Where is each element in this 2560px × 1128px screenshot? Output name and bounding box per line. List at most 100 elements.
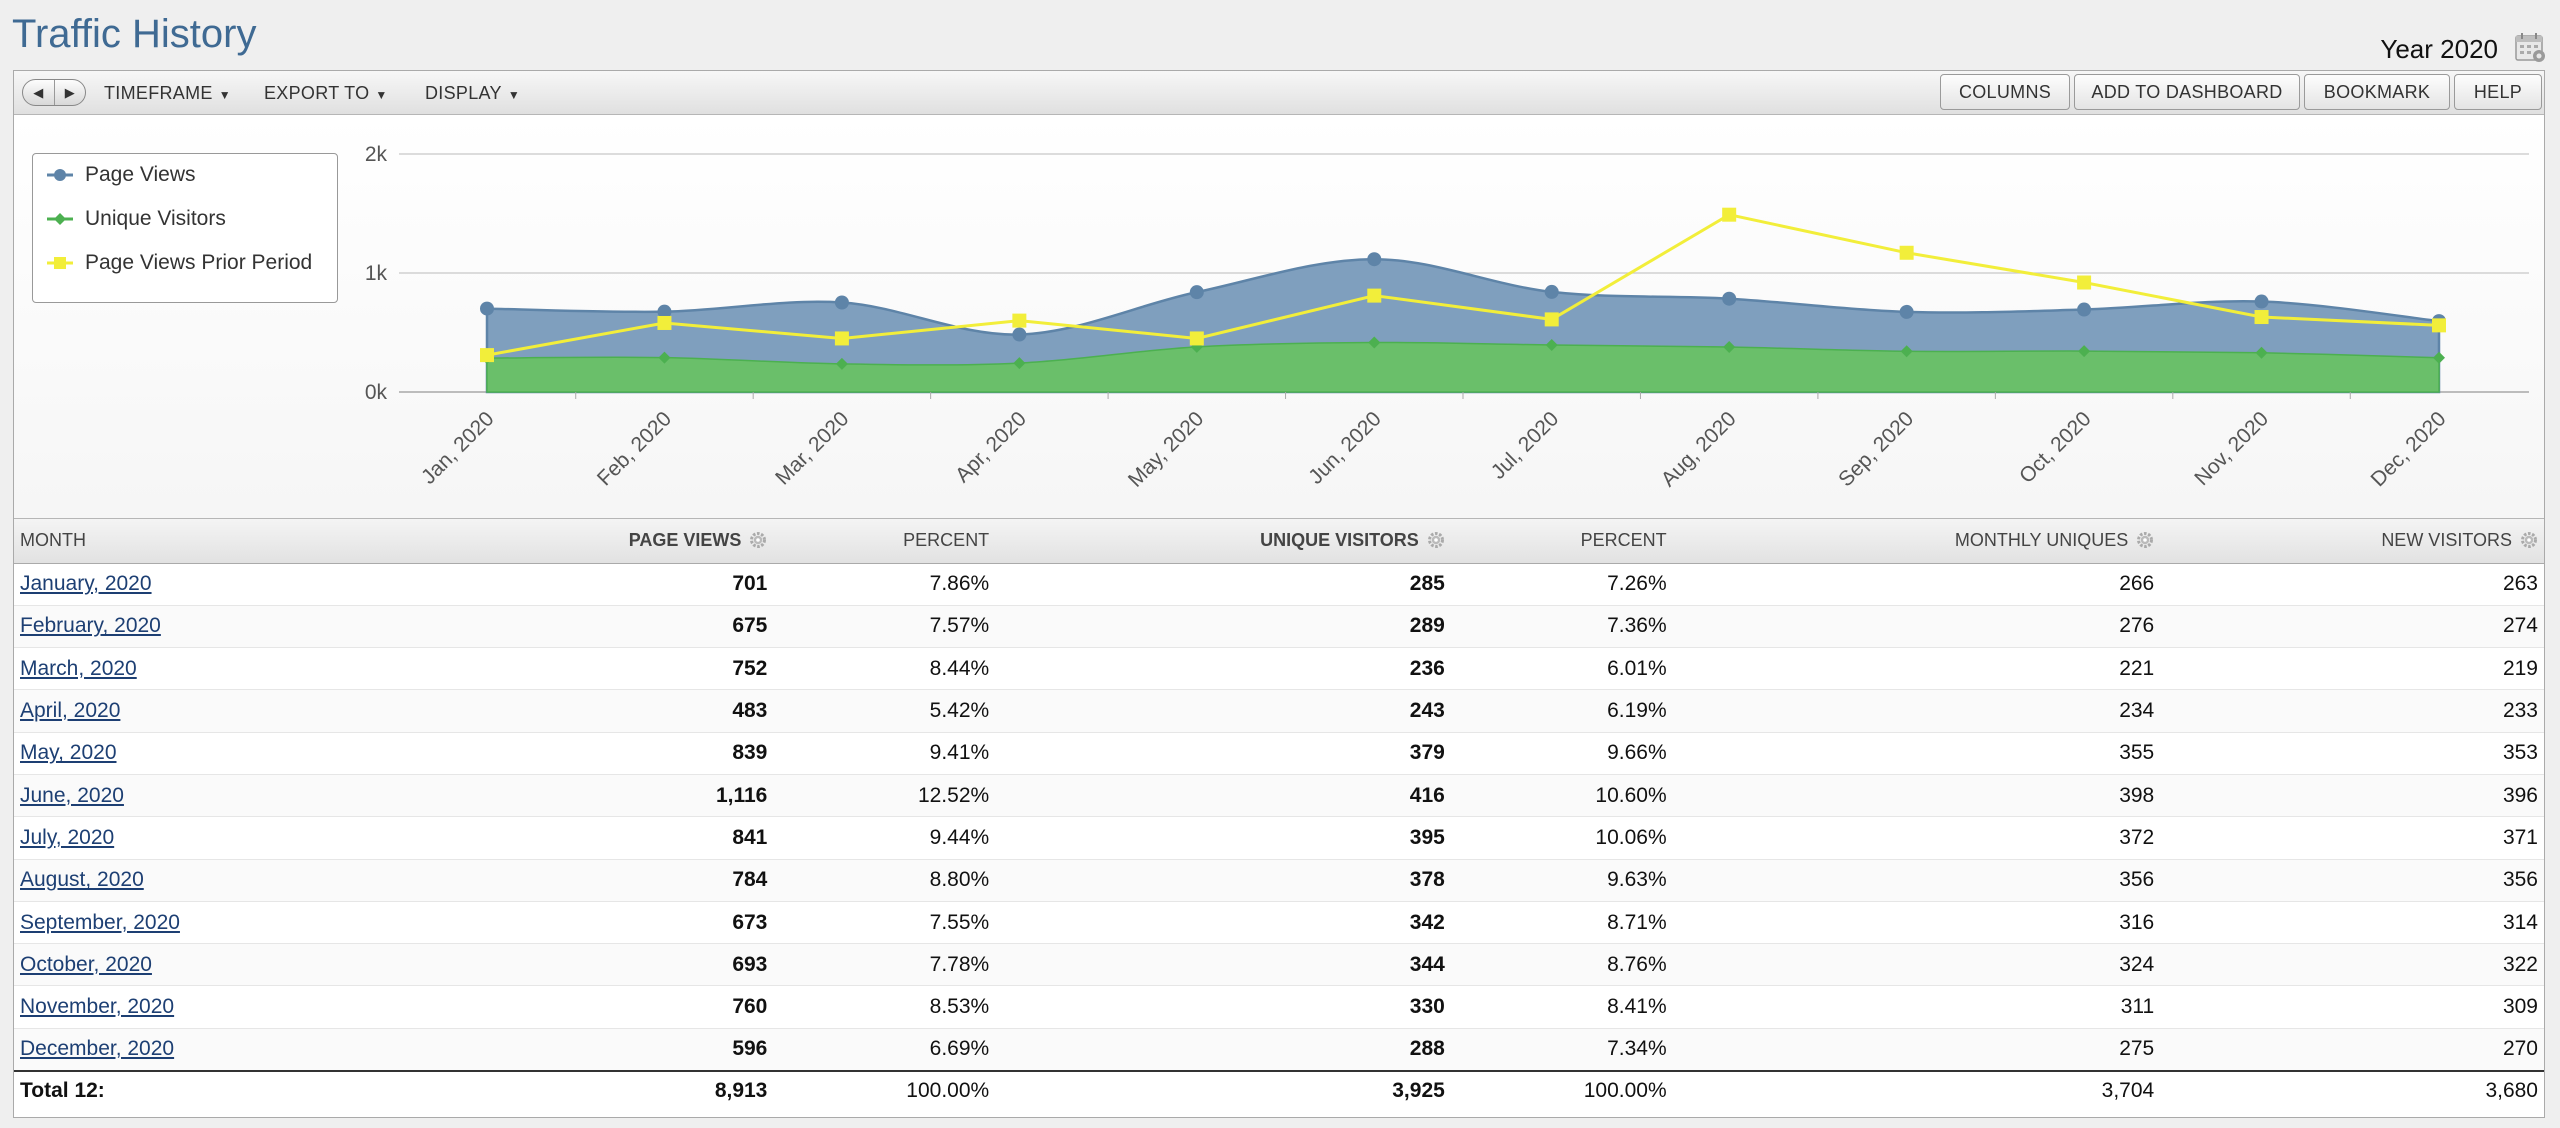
unique-visitors-point	[1900, 345, 1913, 358]
unique-visitors-area	[486, 341, 2440, 393]
columns-button[interactable]: COLUMNS	[1940, 74, 2070, 110]
page-title: Traffic History	[12, 12, 257, 56]
table-cell: 234	[1672, 689, 2161, 733]
table-cell: 371	[2160, 816, 2544, 860]
chart-canvas: 0k 1k 2k Jan, 2020 Feb, 2020 Mar, 2020 Apr, 20…	[365, 143, 2529, 492]
table-cell: 8.53%	[773, 985, 996, 1029]
page-views-point	[2077, 302, 2092, 317]
total-cell: 3,680	[2160, 1069, 2544, 1111]
timeframe-menu[interactable]: TIMEFRAME ▼	[104, 83, 231, 104]
month-link[interactable]: June, 2020	[20, 783, 124, 807]
table-cell: 270	[2160, 1028, 2544, 1072]
display-label: DISPLAY	[425, 83, 502, 103]
gear-icon[interactable]	[2136, 531, 2154, 549]
col-page-views[interactable]: PAGE VIEWS	[473, 519, 774, 564]
col-label: PERCENT	[1580, 530, 1667, 551]
month-link[interactable]: January, 2020	[20, 572, 152, 596]
x-tick-label: Sep, 2020	[1834, 407, 1918, 491]
table-cell: 701	[473, 563, 774, 606]
col-unique-visitors[interactable]: UNIQUE VISITORS	[995, 519, 1451, 564]
table-cell: 416	[995, 774, 1451, 818]
x-tick-label: Jul, 2020	[1487, 407, 1564, 484]
table-cell: 243	[995, 689, 1451, 733]
page-views-point	[1722, 291, 1737, 306]
total-cell: 100.00%	[773, 1069, 996, 1111]
caret-down-icon: ▼	[375, 88, 388, 102]
table-row: September, 2020 673 7.55% 342 8.71% 316 314	[14, 901, 2544, 945]
next-arrow-icon[interactable]: ▶	[64, 84, 75, 100]
table-cell: 7.26%	[1450, 563, 1673, 606]
unique-visitors-point	[1545, 338, 1558, 351]
table-cell: December, 2020	[14, 1028, 474, 1072]
month-link[interactable]: July, 2020	[20, 825, 115, 849]
col-month[interactable]: MONTH	[14, 519, 474, 564]
traffic-chart: 0k 1k 2k Jan, 2020 Feb, 2020 Mar, 2020 Apr, 20…	[14, 115, 2544, 519]
timeframe-label: TIMEFRAME	[104, 83, 213, 103]
prior-period-point	[1722, 207, 1737, 222]
page-views-point	[1189, 285, 1204, 300]
x-tick-label: Apr, 2020	[951, 407, 1031, 487]
table-cell: June, 2020	[14, 774, 474, 818]
prev-arrow-icon[interactable]: ◀	[23, 80, 55, 105]
total-cell: 3,925	[995, 1069, 1451, 1111]
help-button[interactable]: HELP	[2454, 74, 2542, 110]
table-cell: 6.69%	[773, 1028, 996, 1072]
caret-down-icon: ▼	[218, 88, 231, 102]
page-views-point	[480, 301, 494, 316]
table-cell: 9.44%	[773, 816, 996, 860]
month-link[interactable]: August, 2020	[20, 868, 144, 892]
table-cell: 219	[2160, 647, 2544, 691]
col-monthly-uniques[interactable]: MONTHLY UNIQUES	[1672, 519, 2161, 564]
toolbar: ◀ ▶ TIMEFRAME ▼ EXPORT TO ▼ DISPLAY ▼ COLUM…	[14, 71, 2544, 115]
month-link[interactable]: November, 2020	[20, 995, 175, 1019]
export-menu[interactable]: EXPORT TO ▼	[264, 83, 388, 104]
unique-visitors-point	[2433, 351, 2445, 364]
table-cell: 9.41%	[773, 732, 996, 775]
table-cell: 8.44%	[773, 647, 996, 691]
y-tick-label: 0k	[365, 381, 388, 404]
x-tick-label: Aug, 2020	[1657, 407, 1741, 491]
table-row: March, 2020 752 8.44% 236 6.01% 221 219	[14, 647, 2544, 691]
unique-visitors-point	[658, 351, 671, 364]
display-menu[interactable]: DISPLAY ▼	[425, 83, 520, 104]
unique-visitors-point	[2255, 346, 2268, 359]
month-link[interactable]: May, 2020	[20, 741, 117, 765]
table-cell: 693	[473, 943, 774, 987]
legend-item-prior-period[interactable]: Page Views Prior Period	[47, 248, 312, 278]
chart-legend: Page Views Unique Visitors Page Views Pr…	[32, 153, 338, 303]
unique-visitors-point	[2078, 345, 2091, 358]
month-link[interactable]: February, 2020	[20, 614, 161, 638]
add-to-dashboard-button[interactable]: ADD TO DASHBOARD	[2074, 74, 2300, 110]
prior-period-point	[2432, 318, 2446, 333]
calendar-icon[interactable]	[2514, 31, 2546, 63]
table-cell: 274	[2160, 605, 2544, 649]
gear-icon[interactable]	[1427, 531, 1445, 549]
table-cell: 309	[2160, 985, 2544, 1029]
page-views-point	[657, 304, 672, 319]
month-link[interactable]: April, 2020	[20, 699, 121, 723]
legend-item-unique-visitors[interactable]: Unique Visitors	[47, 204, 226, 234]
col-percent-visitors[interactable]: PERCENT	[1450, 519, 1673, 564]
month-link[interactable]: March, 2020	[20, 656, 137, 680]
table-cell: 9.63%	[1450, 859, 1673, 902]
table-row: August, 2020 784 8.80% 378 9.63% 356 356	[14, 859, 2544, 902]
col-percent-views[interactable]: PERCENT	[773, 519, 996, 564]
table-cell: 784	[473, 859, 774, 902]
col-label: UNIQUE VISITORS	[1260, 530, 1419, 551]
col-new-visitors[interactable]: NEW VISITORS	[2160, 519, 2544, 564]
legend-label: Unique Visitors	[85, 207, 226, 230]
month-link[interactable]: September, 2020	[20, 910, 180, 934]
month-link[interactable]: October, 2020	[20, 952, 152, 976]
month-link[interactable]: December, 2020	[20, 1037, 175, 1061]
table-cell: 841	[473, 816, 774, 860]
x-tick-label: Jun, 2020	[1304, 407, 1385, 488]
period-label: Year 2020	[2380, 34, 2498, 64]
gear-icon[interactable]	[749, 531, 767, 549]
prior-period-point	[1367, 288, 1382, 303]
bookmark-button[interactable]: BOOKMARK	[2304, 74, 2450, 110]
report-panel: ◀ ▶ TIMEFRAME ▼ EXPORT TO ▼ DISPLAY ▼ COLUM…	[13, 70, 2545, 1118]
legend-item-page-views[interactable]: Page Views	[47, 160, 196, 190]
unique-visitors-point	[1723, 341, 1736, 354]
gear-icon[interactable]	[2520, 531, 2538, 549]
table-cell: 7.78%	[773, 943, 996, 987]
